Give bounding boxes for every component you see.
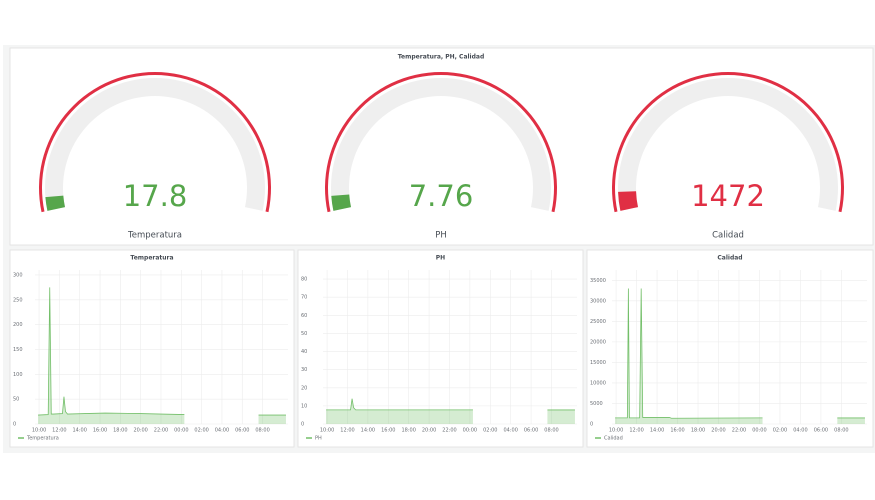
chart-title: PH <box>436 255 445 262</box>
x-tick-label: 06:00 <box>235 428 249 434</box>
x-tick-label: 04:00 <box>793 428 807 434</box>
y-tick-label: 250 <box>13 297 23 303</box>
x-tick-label: 16:00 <box>670 428 684 434</box>
y-tick-label: 35000 <box>590 278 606 284</box>
gauge-label: Temperatura <box>127 231 182 241</box>
x-tick-label: 02:00 <box>194 428 208 434</box>
y-tick-label: 0 <box>13 422 16 428</box>
x-tick-label: 06:00 <box>524 428 538 434</box>
y-tick-label: 10 <box>301 403 307 409</box>
panel-title: Temperatura, PH, Calidad <box>398 54 485 61</box>
legend-label: Temperatura <box>26 436 59 442</box>
x-tick-label: 20:00 <box>133 428 147 434</box>
chart-title: Temperatura <box>130 255 173 262</box>
y-tick-label: 30 <box>301 367 307 373</box>
y-tick-label: 60 <box>301 313 307 319</box>
series-line <box>615 288 865 419</box>
x-tick-label: 00:00 <box>174 428 188 434</box>
x-tick-label: 04:00 <box>215 428 229 434</box>
x-tick-label: 00:00 <box>463 428 477 434</box>
y-tick-label: 40 <box>301 349 307 355</box>
x-tick-label: 12:00 <box>340 428 354 434</box>
y-tick-label: 300 <box>13 272 23 278</box>
series-line <box>326 398 575 411</box>
x-tick-label: 06:00 <box>814 428 828 434</box>
y-tick-label: 20000 <box>590 339 606 345</box>
x-tick-label: 18:00 <box>401 428 415 434</box>
series-line <box>38 287 286 416</box>
x-tick-label: 12:00 <box>52 428 66 434</box>
y-tick-label: 0 <box>301 422 304 428</box>
y-tick-label: 0 <box>590 422 593 428</box>
y-tick-label: 15000 <box>590 360 606 366</box>
gauge-track <box>331 77 551 211</box>
gauge-fill <box>618 191 639 211</box>
x-tick-label: 16:00 <box>93 428 107 434</box>
gauge-fill <box>331 194 352 211</box>
x-tick-label: 22:00 <box>732 428 746 434</box>
series-area <box>326 398 575 424</box>
x-tick-label: 20:00 <box>422 428 436 434</box>
y-tick-label: 10000 <box>590 380 606 386</box>
gauge-label: PH <box>435 231 447 241</box>
x-tick-label: 10:00 <box>609 428 623 434</box>
x-tick-label: 08:00 <box>255 428 269 434</box>
y-tick-label: 80 <box>301 277 307 283</box>
gauge-panel <box>9 47 874 246</box>
gauge-label: Calidad <box>712 231 744 241</box>
legend-label: PH <box>315 436 322 442</box>
y-tick-label: 200 <box>13 322 23 328</box>
y-tick-label: 70 <box>301 295 307 301</box>
gauge-track <box>44 77 265 211</box>
y-tick-label: 25000 <box>590 319 606 325</box>
x-tick-label: 16:00 <box>381 428 395 434</box>
x-tick-label: 02:00 <box>483 428 497 434</box>
gauge-value: 1472 <box>691 179 765 213</box>
x-tick-label: 00:00 <box>752 428 766 434</box>
x-tick-label: 22:00 <box>442 428 456 434</box>
gauge-fill <box>45 195 66 211</box>
x-tick-label: 08:00 <box>834 428 848 434</box>
legend-label: Calidad <box>604 436 623 442</box>
x-tick-label: 14:00 <box>650 428 664 434</box>
chart-title: Calidad <box>717 255 742 262</box>
gauge-track <box>618 78 838 211</box>
x-tick-label: 04:00 <box>503 428 517 434</box>
y-tick-label: 30000 <box>590 298 606 304</box>
gauge-value: 17.8 <box>123 179 188 213</box>
x-tick-label: 10:00 <box>320 428 334 434</box>
x-tick-label: 08:00 <box>544 428 558 434</box>
x-tick-label: 18:00 <box>691 428 705 434</box>
y-tick-label: 100 <box>13 372 23 378</box>
x-tick-label: 10:00 <box>32 428 46 434</box>
x-tick-label: 02:00 <box>773 428 787 434</box>
x-tick-label: 22:00 <box>154 428 168 434</box>
x-tick-label: 14:00 <box>361 428 375 434</box>
x-tick-label: 12:00 <box>629 428 643 434</box>
y-tick-label: 50 <box>13 397 19 403</box>
x-tick-label: 18:00 <box>113 428 127 434</box>
chart-panel <box>297 249 584 448</box>
gauge-value: 7.76 <box>409 179 474 213</box>
y-tick-label: 50 <box>301 331 307 337</box>
y-tick-label: 20 <box>301 385 307 391</box>
y-tick-label: 5000 <box>590 401 603 407</box>
x-tick-label: 14:00 <box>72 428 86 434</box>
chart-panel <box>586 249 874 448</box>
y-tick-label: 150 <box>13 347 23 353</box>
x-tick-label: 20:00 <box>711 428 725 434</box>
